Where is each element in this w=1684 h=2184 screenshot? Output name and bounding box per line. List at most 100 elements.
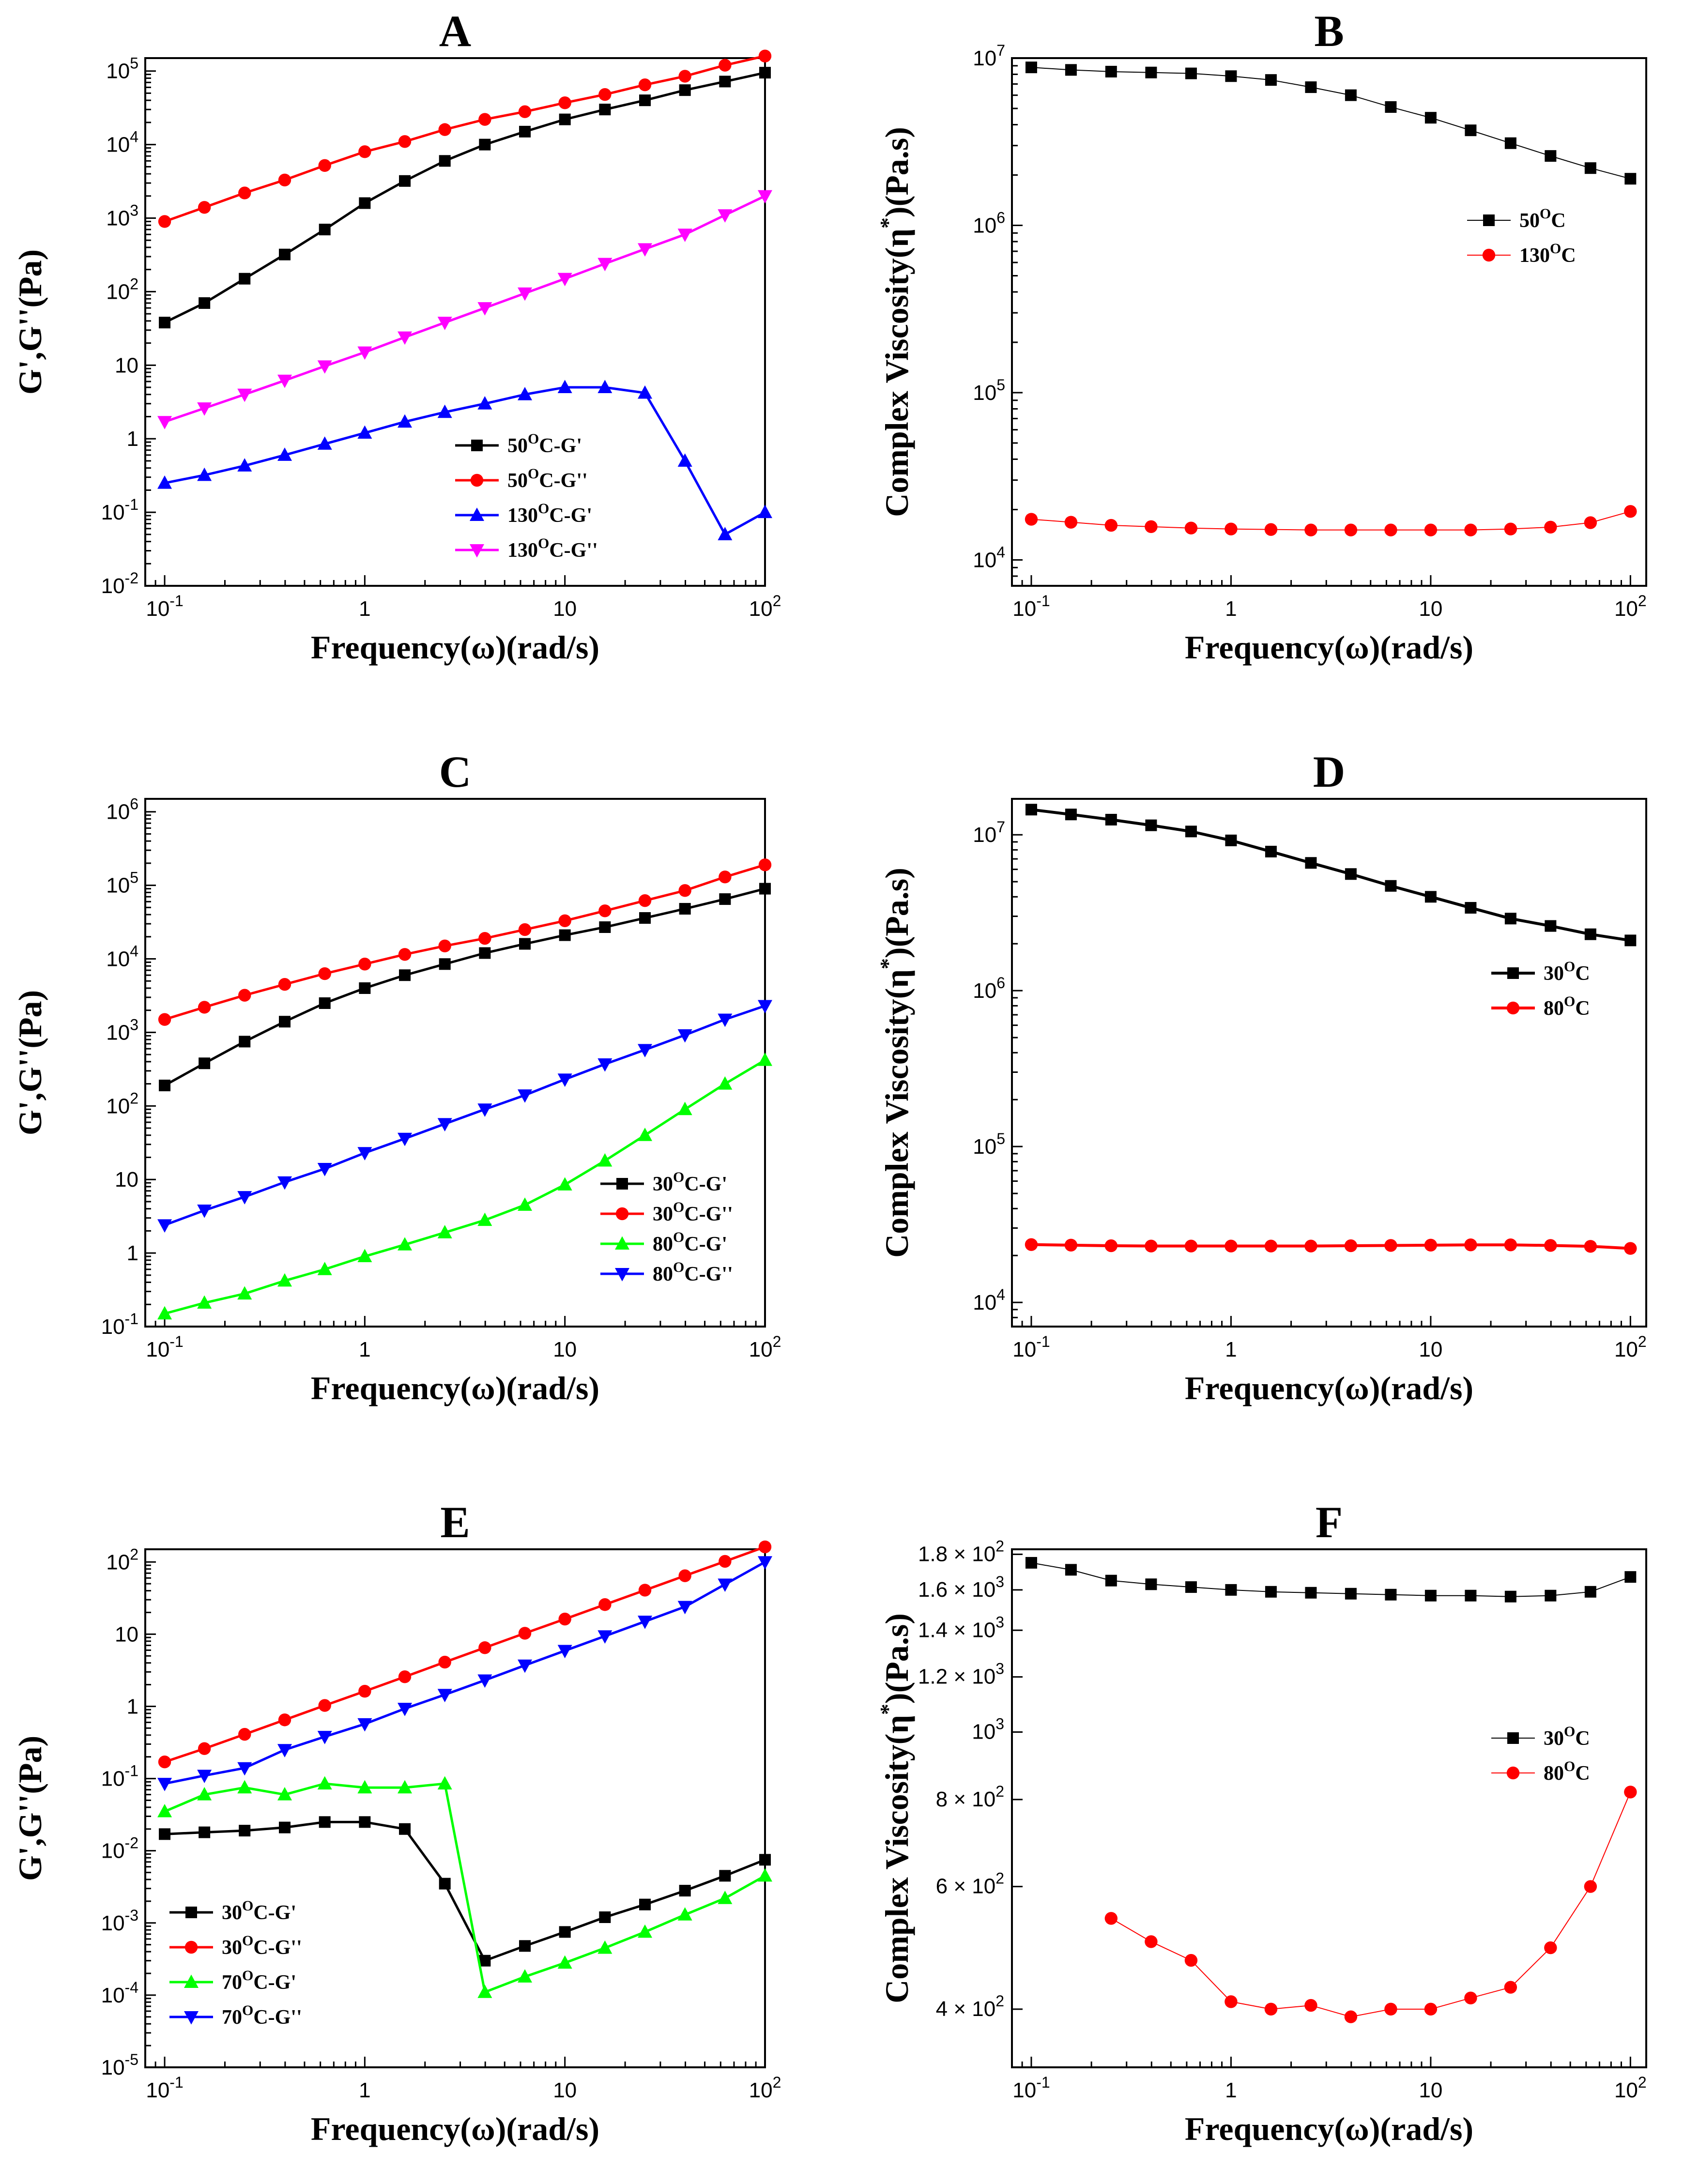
data-point	[1145, 1578, 1157, 1590]
series-line-80OC	[1031, 1243, 1631, 1250]
data-point	[157, 416, 172, 429]
data-point	[1384, 2002, 1397, 2016]
legend-marker	[615, 1268, 629, 1282]
y-tick-label: 103	[972, 1715, 1004, 1743]
data-point	[278, 173, 291, 186]
data-point	[479, 1955, 491, 1967]
data-point	[1145, 1935, 1158, 1948]
data-point	[478, 932, 491, 945]
y-tick-label: 10	[115, 1168, 138, 1191]
data-point	[357, 346, 372, 360]
data-point	[399, 1823, 411, 1835]
data-point	[478, 1641, 491, 1654]
x-tick-label: 102	[1614, 2074, 1647, 2102]
data-point	[1064, 1238, 1078, 1252]
data-point	[758, 1868, 772, 1882]
y-tick-label: 10-4	[101, 1979, 138, 2007]
data-point	[197, 1295, 212, 1309]
data-point	[1145, 66, 1157, 78]
data-point	[679, 1885, 691, 1897]
data-point	[1624, 1242, 1637, 1255]
data-point	[1185, 825, 1197, 838]
data-point	[197, 1770, 212, 1784]
panel-F: F 10-1 1 10 102 1.8 × 102 1.6 × 103 1.4 × 103 1.…	[875, 1497, 1647, 2147]
y-axis-label: Complex Viscosity(η*)(Pa.s)	[875, 868, 915, 1258]
data-point	[359, 982, 371, 994]
data-point	[1424, 112, 1437, 124]
legend-label: 130OC	[1519, 241, 1576, 267]
y-tick-label: 104	[106, 128, 138, 157]
y-tick-label: 6 × 102	[936, 1870, 1004, 1898]
y-tick-label: 10-1	[101, 496, 138, 524]
x-tick-label: 10-1	[1012, 2074, 1050, 2102]
data-point	[437, 317, 452, 330]
data-point	[1504, 913, 1516, 925]
y-tick-label: 1	[127, 1695, 138, 1718]
legend: 50OC-G' 50OC-G'' 130OC-G' 130OC-G''	[455, 431, 598, 562]
plot-area	[157, 858, 772, 1320]
y-tick-label: 10	[115, 1622, 138, 1646]
data-point	[1624, 934, 1637, 947]
data-point	[237, 1762, 252, 1776]
data-point	[759, 883, 771, 895]
y-tick-label: 10-2	[101, 569, 138, 598]
legend: 30OC-G' 30OC-G'' 80OC-G' 80OC-G''	[600, 1169, 733, 1285]
data-point	[159, 1079, 171, 1091]
legend: 30OC 80OC	[1491, 959, 1590, 1020]
data-point	[1025, 513, 1038, 526]
data-point	[597, 1058, 612, 1072]
series-line-130OC-G''	[164, 195, 766, 423]
series-line-50OC-G''	[164, 55, 765, 223]
legend-marker	[184, 2011, 199, 2025]
data-point	[1184, 1954, 1198, 1967]
data-point	[1424, 1238, 1438, 1252]
data-point	[1385, 1588, 1397, 1601]
x-tick-label: 102	[1614, 592, 1647, 621]
series-line-50OC	[1031, 67, 1631, 180]
data-point	[558, 914, 571, 927]
data-point	[1544, 1239, 1557, 1252]
legend-marker	[1507, 1732, 1519, 1744]
series-line-80OC-G'	[164, 1059, 766, 1315]
data-point	[1025, 1557, 1037, 1569]
data-point	[678, 70, 691, 83]
data-point	[1225, 834, 1237, 846]
data-point	[638, 1924, 653, 1938]
data-point	[317, 436, 332, 450]
data-point	[1464, 1991, 1477, 2005]
series-line-50OC-G'	[164, 71, 765, 324]
data-point	[1584, 1880, 1597, 1893]
data-point	[1384, 1239, 1397, 1252]
y-tick-label: 105	[106, 869, 138, 898]
data-point	[1184, 1239, 1198, 1252]
legend-marker	[184, 1974, 199, 1988]
legend-marker	[1482, 248, 1496, 262]
data-point	[197, 402, 212, 416]
data-point	[477, 1103, 492, 1117]
data-point	[477, 1985, 492, 1998]
data-point	[359, 1816, 371, 1828]
x-axis-label: Frequency(ω)(rad/s)	[1185, 1370, 1473, 1406]
data-point	[278, 1821, 291, 1833]
data-point	[398, 414, 413, 428]
data-point	[1424, 1589, 1437, 1602]
data-point	[398, 135, 412, 148]
x-axis-label: Frequency(ω)(rad/s)	[311, 1370, 599, 1406]
data-point	[1225, 70, 1237, 82]
y-tick-label: 104	[106, 943, 138, 971]
y-tick-label: 1.4 × 103	[918, 1613, 1004, 1642]
y-tick-label: 102	[106, 1545, 138, 1574]
x-tick-label: 10-1	[1012, 592, 1050, 621]
data-point	[1385, 880, 1397, 892]
data-point	[719, 1870, 731, 1882]
data-point	[638, 385, 653, 399]
data-point	[357, 1147, 372, 1161]
data-point	[1184, 521, 1198, 535]
data-point	[518, 1627, 532, 1640]
x-tick-label: 10-1	[146, 2074, 183, 2102]
data-point	[677, 1601, 692, 1615]
data-point	[677, 453, 692, 467]
panel-B: B 10-1 1 10 102 104 105 106 107 Frequency(ω)(rad/…	[875, 6, 1647, 666]
data-point	[718, 209, 733, 223]
